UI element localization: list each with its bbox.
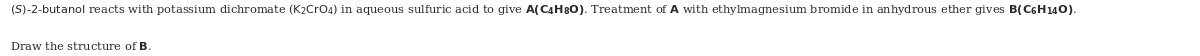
Text: Draw the structure of $\mathbf{B}$.: Draw the structure of $\mathbf{B}$. <box>10 39 151 51</box>
Text: $\mathit{(S)}$$\mathbf{\text{-2-butanol}}$ reacts with potassium dichromate ($\m: $\mathit{(S)}$$\mathbf{\text{-2-butanol}… <box>10 2 1076 16</box>
